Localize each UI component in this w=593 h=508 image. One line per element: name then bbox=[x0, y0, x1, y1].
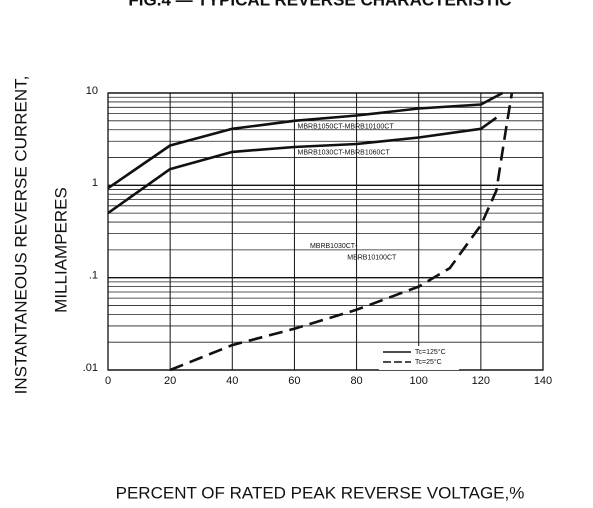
y-axis-label: INSTANTANEOUS REVERSE CURRENT, bbox=[11, 76, 30, 395]
curve bbox=[108, 116, 498, 215]
x-tick-label: 20 bbox=[164, 375, 176, 387]
annotation: MBRB1050CT-MBRB10100CT bbox=[298, 124, 395, 131]
curve bbox=[108, 91, 504, 190]
legend-box bbox=[379, 346, 459, 370]
legend-label: Tc=25°C bbox=[415, 358, 442, 366]
curve bbox=[169, 92, 514, 372]
annotation: MBRB10100CT bbox=[347, 254, 397, 261]
x-tick-label: 100 bbox=[410, 375, 428, 387]
y-tick-label: .1 bbox=[89, 270, 98, 282]
x-tick-label: 0 bbox=[105, 375, 111, 387]
y-tick-label: .01 bbox=[83, 362, 98, 374]
x-tick-label: 60 bbox=[288, 375, 300, 387]
x-tick-label: 80 bbox=[350, 375, 362, 387]
x-tick-label: 140 bbox=[534, 375, 552, 387]
chart-title: FIG.4 — TYPICAL REVERSE CHARACTERISTIC bbox=[128, 0, 511, 9]
annotation: MBRB1030CT-MBRB1060CT bbox=[298, 150, 391, 157]
legend-label: Tc=125°C bbox=[415, 348, 446, 356]
y-axis-label: MILLIAMPERES bbox=[51, 187, 70, 313]
y-tick-label: 10 bbox=[86, 85, 98, 97]
y-tick-label: 1 bbox=[92, 177, 98, 189]
plot-frame bbox=[107, 92, 544, 371]
annotation: MBRB1030CT- bbox=[310, 243, 358, 250]
x-tick-label: 40 bbox=[226, 375, 238, 387]
x-axis-label: PERCENT OF RATED PEAK REVERSE VOLTAGE,% bbox=[116, 483, 525, 502]
x-tick-label: 120 bbox=[472, 375, 490, 387]
